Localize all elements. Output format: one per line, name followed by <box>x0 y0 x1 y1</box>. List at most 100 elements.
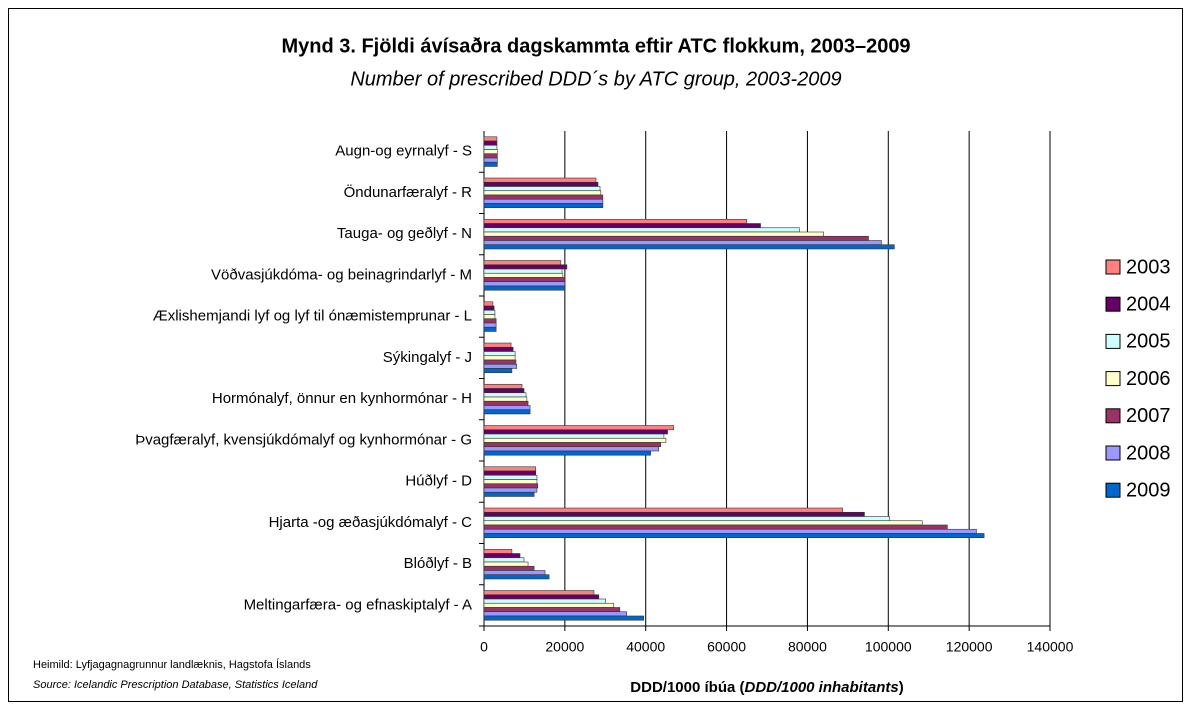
bar <box>483 231 824 237</box>
bar <box>483 342 512 348</box>
x-tick-label: 140000 <box>1027 639 1074 655</box>
bar <box>483 277 566 283</box>
legend-label: 2005 <box>1126 331 1171 353</box>
bar <box>483 507 843 513</box>
bar <box>483 194 604 200</box>
legend-label: 2003 <box>1126 256 1171 278</box>
bar <box>483 429 668 435</box>
legend-swatch <box>1105 371 1121 387</box>
x-axis-label-part: DDD/1000 inhabitants <box>744 679 898 696</box>
bar <box>483 570 546 576</box>
bar <box>483 615 644 621</box>
legend-label: 2009 <box>1126 479 1171 501</box>
bar <box>483 594 600 600</box>
bar <box>483 553 521 559</box>
bar <box>483 557 525 563</box>
bar <box>483 574 550 580</box>
y-tick-label: Þvagfæralyf, kvensjúkdómalyf og kynhormó… <box>135 431 472 448</box>
bar <box>483 161 498 167</box>
bar <box>483 363 518 369</box>
x-tick-label: 100000 <box>865 639 912 655</box>
bar <box>483 516 890 522</box>
bar <box>483 309 496 315</box>
x-axis-label-part: ) <box>899 679 904 696</box>
bar <box>483 442 661 448</box>
bar <box>483 611 628 617</box>
x-tick-label: 120000 <box>946 639 993 655</box>
bar <box>483 260 562 266</box>
bar <box>483 268 563 274</box>
y-tick-label: Sýkingalyf - J <box>383 349 472 366</box>
bar <box>483 186 601 192</box>
bar <box>483 598 606 604</box>
bar <box>483 153 498 159</box>
y-tick-label: Hormónalyf, önnur en kynhormónar - H <box>212 390 472 407</box>
bar <box>483 446 659 452</box>
legend-label: 2007 <box>1126 405 1171 427</box>
bar <box>483 437 667 443</box>
y-tick-label: Augn-og eyrnalyf - S <box>335 143 472 160</box>
legend-swatch <box>1105 333 1121 349</box>
bar <box>483 149 498 155</box>
bar <box>483 474 538 480</box>
y-tick-label: Húðlyf - D <box>405 473 472 490</box>
y-tick-label: Tauga- og geðlyf - N <box>337 225 472 242</box>
legend-swatch <box>1105 408 1121 424</box>
bar <box>483 281 566 287</box>
bar <box>483 383 523 389</box>
x-axis-label-part: DDD/1000 íbúa ( <box>630 679 744 696</box>
bar <box>483 533 985 539</box>
bar <box>483 388 525 394</box>
y-tick-label: Öndunarfæralyf - R <box>344 183 473 201</box>
bar <box>483 355 516 361</box>
legend-swatch <box>1105 296 1121 312</box>
bar <box>483 470 537 476</box>
chart-subtitle: Number of prescribed DDD´s by ATC group,… <box>350 68 841 90</box>
bar <box>483 285 566 291</box>
bar <box>483 368 513 374</box>
bar <box>483 235 869 241</box>
bar <box>483 305 495 311</box>
bar <box>483 322 497 328</box>
x-tick-label: 40000 <box>626 639 665 655</box>
bar <box>483 218 748 224</box>
bar <box>483 227 800 233</box>
x-tick-label: 80000 <box>788 639 827 655</box>
legend-swatch <box>1105 259 1121 275</box>
bar <box>483 524 948 530</box>
legend-swatch <box>1105 445 1121 461</box>
legend-label: 2008 <box>1126 442 1171 464</box>
bar <box>483 301 494 307</box>
bar <box>483 479 538 485</box>
bar <box>483 565 535 571</box>
source-note: Source: Icelandic Prescription Database,… <box>33 679 318 691</box>
bar <box>483 561 529 567</box>
bar <box>483 326 497 332</box>
bar <box>483 405 531 411</box>
x-axis-label: DDD/1000 íbúa (DDD/1000 inhabitants) <box>630 679 903 696</box>
legend-label: 2006 <box>1126 368 1171 390</box>
bar <box>483 466 537 472</box>
bar <box>483 607 621 613</box>
bar <box>483 140 498 146</box>
bar <box>483 400 529 406</box>
y-tick-label: Hjarta -og æðasjúkdómalyf - C <box>269 514 473 531</box>
source-note: Heimild: Lyfjagagnagrunnur landlæknis, H… <box>33 658 311 671</box>
bar <box>483 409 531 415</box>
bar <box>483 396 528 402</box>
bar <box>483 272 564 278</box>
legend-label: 2004 <box>1126 293 1171 315</box>
bar <box>483 198 604 204</box>
bar <box>483 181 599 187</box>
bar <box>483 602 615 608</box>
bar <box>483 511 865 517</box>
bar <box>483 392 527 398</box>
y-tick-label: Meltingarfæra- og efnaskiptalyf - A <box>244 596 472 613</box>
legend-swatch <box>1105 482 1121 498</box>
bar <box>483 351 516 357</box>
bar <box>483 244 895 250</box>
bar <box>483 136 498 142</box>
y-tick-label: Æxlishemjandi lyf og lyf til ónæmistempr… <box>153 308 472 325</box>
bar <box>483 590 595 596</box>
